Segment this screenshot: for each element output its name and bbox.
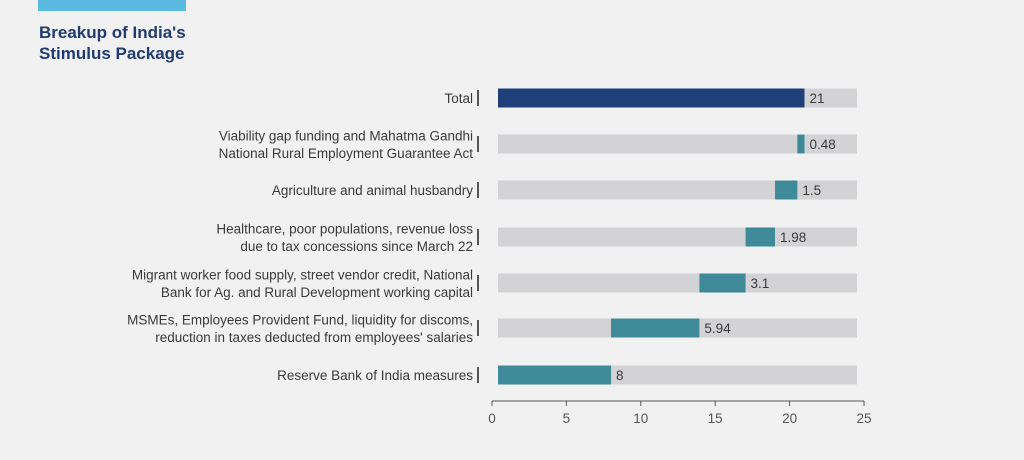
x-tick-label: 10	[633, 411, 648, 426]
bar-track	[498, 180, 857, 200]
bar-track	[498, 134, 857, 154]
category-label: Agriculture and animal husbandry	[272, 183, 473, 198]
category-label: Bank for Ag. and Rural Development worki…	[161, 285, 473, 300]
bar-track	[498, 273, 857, 293]
total-bar	[498, 88, 805, 108]
segment-bar	[498, 365, 612, 385]
category-label: Reserve Bank of India measures	[277, 368, 473, 383]
category-label: National Rural Employment Guarantee Act	[219, 146, 474, 161]
x-tick-label: 25	[856, 411, 871, 426]
category-label: reduction in taxes deducted from employe…	[155, 330, 473, 345]
value-label: 21	[809, 91, 824, 106]
chart-title: Breakup of India's Stimulus Package	[39, 22, 186, 64]
value-label: 1.98	[780, 230, 806, 245]
value-label: 0.48	[809, 137, 835, 152]
segment-bar	[797, 134, 805, 154]
value-label: 3.1	[751, 276, 770, 291]
x-tick-label: 5	[563, 411, 571, 426]
x-tick-label: 0	[488, 411, 496, 426]
x-tick-label: 20	[782, 411, 797, 426]
segment-bar	[775, 180, 798, 200]
category-label: due to tax concessions since March 22	[240, 239, 473, 254]
category-label: Total	[444, 91, 473, 106]
category-label: Healthcare, poor populations, revenue lo…	[216, 221, 473, 236]
category-label: Migrant worker food supply, street vendo…	[132, 267, 473, 282]
category-label: MSMEs, Employees Provident Fund, liquidi…	[127, 312, 473, 327]
x-tick-label: 15	[708, 411, 723, 426]
chart-title-line2: Stimulus Package	[39, 44, 185, 63]
chart-title-line1: Breakup of India's	[39, 23, 186, 42]
value-label: 1.5	[802, 183, 821, 198]
segment-bar	[611, 318, 700, 338]
segment-bar	[699, 273, 746, 293]
category-label: Viability gap funding and Mahatma Gandhi	[219, 128, 473, 143]
value-label: 5.94	[704, 321, 731, 336]
value-label: 8	[616, 368, 624, 383]
segment-bar	[745, 227, 776, 247]
accent-bar	[38, 0, 186, 11]
